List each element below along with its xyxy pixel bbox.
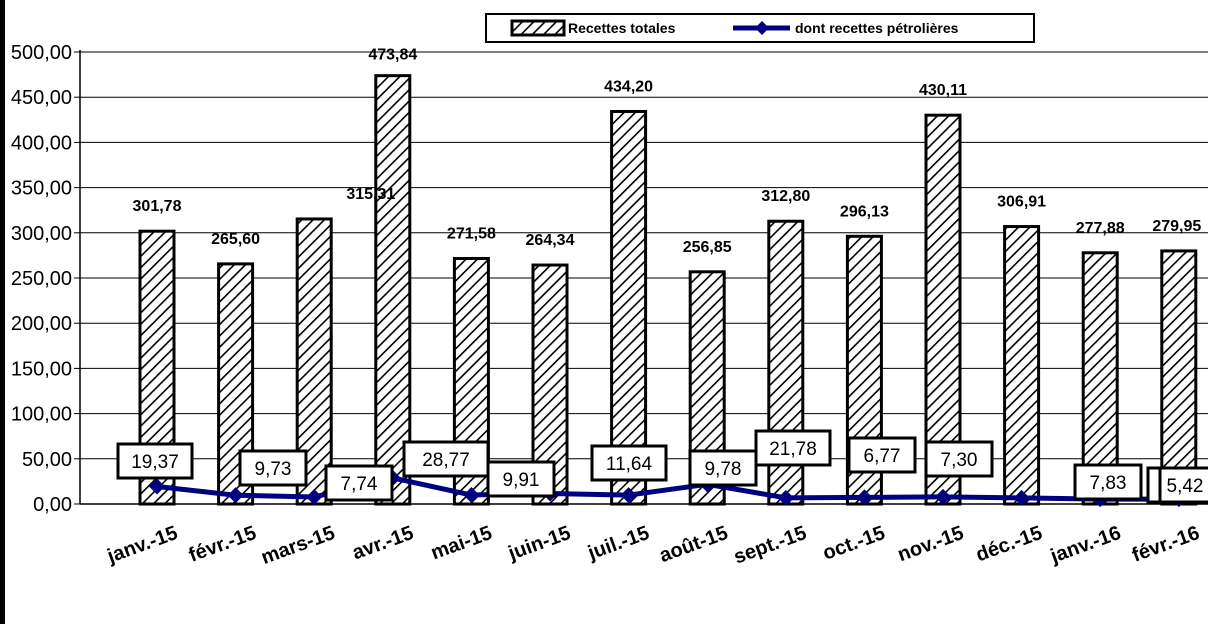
- y-tick-label: 0,00: [33, 494, 72, 516]
- y-tick-label: 250,00: [11, 268, 72, 290]
- line-value-box: [590, 444, 668, 482]
- line-value-label: 7,30: [924, 440, 994, 478]
- bar-value-label: 312,80: [761, 188, 810, 205]
- line-value-label: 11,64: [590, 444, 668, 482]
- line-point: [227, 487, 244, 504]
- left-border: [0, 0, 5, 624]
- line-value-label: 28,77: [402, 440, 490, 478]
- line-point: [306, 489, 323, 506]
- line-value-box: [324, 464, 394, 502]
- bar-value-label: 473,84: [368, 47, 417, 64]
- bar-value-label: 271,58: [447, 225, 496, 242]
- line-value-text: 7,74: [341, 474, 378, 495]
- y-tick-label: 500,00: [11, 42, 72, 64]
- data-labels: 301,78 265,60 315,31 473,84 271,58 264,34 434,…: [116, 47, 1208, 504]
- legend: Recettes totales dont recettes pétrolière…: [485, 13, 1035, 43]
- line-value-text: 6,77: [864, 446, 901, 467]
- line-value-box: [924, 440, 994, 478]
- line-value-text: 7,30: [941, 450, 978, 471]
- y-tick-label: 50,00: [22, 449, 72, 471]
- line-value-label: 9,73: [238, 449, 308, 487]
- line-value-box: [1073, 463, 1143, 501]
- line-value-text: 9,78: [705, 459, 742, 480]
- line-value-text: 9,73: [255, 459, 292, 480]
- line-point: [935, 488, 951, 505]
- line-value-text: 9,91: [503, 470, 540, 491]
- legend-label-recettes-petrolieres: dont recettes pétrolières: [795, 20, 959, 36]
- line-value-box: [402, 440, 490, 478]
- line-value-box: [486, 460, 556, 498]
- legend-label-recettes-totales: Recettes totales: [568, 20, 676, 36]
- bar-value-label: 315,31: [346, 186, 395, 203]
- bar-recettes-totales: [374, 74, 412, 506]
- line-value-label: 7,83: [1073, 463, 1143, 501]
- bar-value-label: 430,11: [919, 82, 967, 99]
- line-value-label: 9,91: [486, 460, 556, 498]
- line-value-box: [754, 429, 832, 467]
- bar-value-label: 256,85: [683, 239, 732, 256]
- y-tick-label: 350,00: [11, 178, 72, 200]
- bar-value-label: 434,20: [604, 78, 653, 95]
- line-value-box: [688, 449, 758, 487]
- bar-recettes-totales: [1160, 249, 1198, 506]
- line-value-text: 11,64: [606, 454, 653, 475]
- line-point: [149, 478, 165, 495]
- y-tick-label: 450,00: [11, 87, 72, 109]
- line-value-label: 21,78: [754, 429, 832, 467]
- bar-value-label: 301,78: [133, 198, 182, 215]
- line-value-label: 6,77: [847, 436, 917, 474]
- line-point: [620, 487, 637, 504]
- line-value-text: 5,42: [1167, 476, 1204, 497]
- line-value-label: 7,74: [324, 464, 394, 502]
- line-value-box: [847, 436, 917, 474]
- bar-recettes-totales: [610, 109, 648, 506]
- legend-swatch-bar: [510, 19, 566, 37]
- line-point: [463, 487, 480, 504]
- line-value-text: 19,37: [131, 452, 179, 473]
- line-value-label: 9,78: [688, 449, 758, 487]
- bar-value-label: 277,88: [1076, 220, 1125, 237]
- line-value-label: 5,42: [1158, 466, 1208, 504]
- y-tick-label: 400,00: [11, 132, 72, 154]
- line-value-text: 28,77: [422, 450, 470, 471]
- legend-swatch-marker: [755, 21, 769, 35]
- y-tick-label: 150,00: [11, 358, 72, 380]
- line-value-text: 21,78: [769, 439, 817, 460]
- y-tick-label: 100,00: [11, 404, 72, 426]
- bar-value-label: 265,60: [211, 231, 260, 248]
- y-tick-label: 300,00: [11, 223, 72, 245]
- bar-value-label: 296,13: [840, 203, 889, 220]
- line-value-box: [1158, 466, 1208, 504]
- y-tick-label: 200,00: [11, 313, 72, 335]
- line-point: [1013, 489, 1030, 506]
- line-value-box: [238, 449, 308, 487]
- line-point: [856, 489, 873, 506]
- bar-value-label: 264,34: [526, 232, 575, 249]
- line-value-label: 19,37: [116, 442, 194, 480]
- line-point: [777, 489, 794, 506]
- line-value-box: [116, 442, 194, 480]
- bar-recettes-totales: [1003, 225, 1041, 506]
- bar-value-label: 279,95: [1152, 218, 1201, 235]
- bar-value-label: 306,91: [997, 194, 1046, 211]
- line-value-text: 7,83: [1090, 473, 1127, 494]
